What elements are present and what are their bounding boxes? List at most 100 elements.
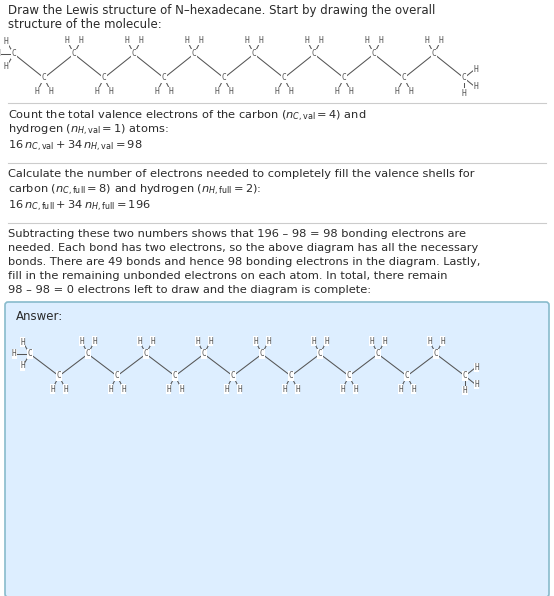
Text: H: H: [305, 36, 310, 45]
Text: H: H: [224, 384, 229, 393]
Text: H: H: [12, 349, 17, 359]
Text: Answer:: Answer:: [16, 310, 63, 323]
Text: C: C: [173, 371, 177, 380]
Text: H: H: [215, 87, 219, 96]
FancyBboxPatch shape: [5, 302, 549, 596]
Text: C: C: [376, 349, 380, 359]
Text: C: C: [71, 49, 76, 58]
Text: C: C: [252, 49, 257, 58]
Text: C: C: [342, 73, 346, 82]
Text: H: H: [474, 380, 479, 389]
Text: hydrogen ($n_{H,\mathrm{val}} = 1$) atoms:: hydrogen ($n_{H,\mathrm{val}} = 1$) atom…: [8, 123, 169, 138]
Text: C: C: [57, 371, 61, 380]
Text: H: H: [282, 384, 286, 393]
Text: H: H: [109, 87, 113, 96]
Text: H: H: [289, 87, 293, 96]
Text: C: C: [222, 73, 227, 82]
Text: C: C: [42, 73, 47, 82]
Text: H: H: [20, 361, 25, 370]
Text: H: H: [340, 384, 345, 393]
Text: C: C: [372, 49, 376, 58]
Text: C: C: [402, 73, 407, 82]
Text: C: C: [192, 49, 197, 58]
Text: C: C: [162, 73, 166, 82]
Text: $16\, n_{C,\mathrm{val}} + 34\, n_{H,\mathrm{val}} = 98$: $16\, n_{C,\mathrm{val}} + 34\, n_{H,\ma…: [8, 139, 142, 154]
Text: bonds. There are 49 bonds and hence 98 bonding electrons in the diagram. Lastly,: bonds. There are 49 bonds and hence 98 b…: [8, 257, 480, 267]
Text: carbon ($n_{C,\mathrm{full}} = 8$) and hydrogen ($n_{H,\mathrm{full}} = 2$):: carbon ($n_{C,\mathrm{full}} = 8$) and h…: [8, 183, 261, 198]
Text: H: H: [4, 61, 9, 70]
Text: needed. Each bond has two electrons, so the above diagram has all the necessary: needed. Each bond has two electrons, so …: [8, 243, 478, 253]
Text: H: H: [138, 36, 143, 45]
Text: C: C: [115, 371, 119, 380]
Text: Calculate the number of electrons needed to completely fill the valence shells f: Calculate the number of electrons needed…: [8, 169, 474, 179]
Text: H: H: [228, 87, 233, 96]
Text: H: H: [438, 36, 443, 45]
Text: H: H: [125, 36, 130, 45]
Text: H: H: [253, 337, 258, 346]
Text: H: H: [335, 87, 340, 96]
Text: H: H: [461, 88, 466, 98]
Text: H: H: [195, 337, 199, 346]
Text: H: H: [348, 87, 353, 96]
Text: H: H: [275, 87, 280, 96]
Text: $16\, n_{C,\mathrm{full}} + 34\, n_{H,\mathrm{full}} = 196$: $16\, n_{C,\mathrm{full}} + 34\, n_{H,\m…: [8, 199, 151, 214]
Text: C: C: [131, 49, 136, 58]
Text: H: H: [353, 384, 358, 393]
Text: C: C: [260, 349, 264, 359]
Text: H: H: [79, 36, 83, 45]
Text: structure of the molecule:: structure of the molecule:: [8, 18, 162, 31]
Text: Subtracting these two numbers shows that 196 – 98 = 98 bonding electrons are: Subtracting these two numbers shows that…: [8, 229, 466, 239]
Text: H: H: [4, 38, 9, 46]
Text: H: H: [35, 87, 39, 96]
Text: C: C: [86, 349, 90, 359]
Text: Count the total valence electrons of the carbon ($n_{C,\mathrm{val}} = 4$) and: Count the total valence electrons of the…: [8, 109, 366, 124]
Text: H: H: [245, 36, 250, 45]
Text: C: C: [230, 371, 235, 380]
Text: C: C: [311, 49, 316, 58]
Text: H: H: [382, 337, 387, 346]
Text: H: H: [184, 36, 189, 45]
Text: C: C: [12, 49, 17, 58]
Text: 98 – 98 = 0 electrons left to draw and the diagram is complete:: 98 – 98 = 0 electrons left to draw and t…: [8, 285, 371, 295]
Text: fill in the remaining unbonded electrons on each atom. In total, there remain: fill in the remaining unbonded electrons…: [8, 271, 448, 281]
Text: H: H: [319, 36, 324, 45]
Text: H: H: [179, 384, 184, 393]
Text: H: H: [425, 36, 429, 45]
Text: H: H: [473, 82, 478, 91]
Text: H: H: [95, 87, 100, 96]
Text: H: H: [474, 363, 479, 372]
Text: H: H: [168, 87, 173, 96]
Text: H: H: [295, 384, 300, 393]
Text: C: C: [101, 73, 106, 82]
Text: H: H: [411, 384, 416, 393]
Text: H: H: [311, 337, 316, 346]
Text: H: H: [198, 36, 203, 45]
Text: H: H: [324, 337, 329, 346]
Text: C: C: [463, 371, 468, 380]
Text: H: H: [121, 384, 126, 393]
Text: H: H: [63, 384, 68, 393]
Text: H: H: [266, 337, 271, 346]
Text: C: C: [28, 349, 32, 359]
Text: H: H: [258, 36, 263, 45]
Text: H: H: [50, 384, 55, 393]
Text: C: C: [289, 371, 293, 380]
Text: H: H: [108, 384, 112, 393]
Text: H: H: [48, 87, 53, 96]
Text: H: H: [137, 337, 142, 346]
Text: H: H: [150, 337, 155, 346]
Text: H: H: [155, 87, 160, 96]
Text: C: C: [281, 73, 286, 82]
Text: H: H: [79, 337, 84, 346]
Text: C: C: [317, 349, 322, 359]
Text: C: C: [202, 349, 206, 359]
Text: H: H: [93, 337, 97, 346]
Text: C: C: [432, 49, 437, 58]
Text: C: C: [143, 349, 148, 359]
Text: H: H: [208, 337, 213, 346]
Text: C: C: [434, 349, 438, 359]
Text: H: H: [369, 337, 374, 346]
Text: H: H: [473, 65, 478, 74]
Text: C: C: [461, 73, 466, 82]
Text: H: H: [20, 338, 25, 347]
